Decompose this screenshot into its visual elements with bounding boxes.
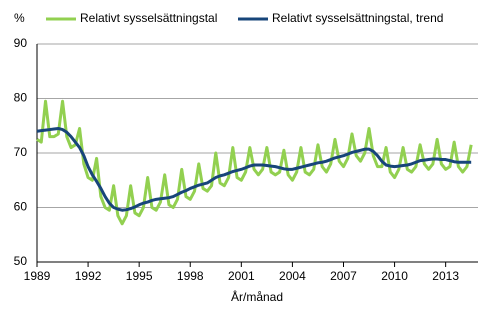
y-tick-label: 60: [14, 200, 28, 214]
x-tick-label: 2013: [432, 269, 459, 283]
x-tick-label: 2007: [330, 269, 357, 283]
x-tick-label: 1998: [177, 269, 204, 283]
x-tick-label: 1992: [75, 269, 102, 283]
x-tick-label: 2004: [279, 269, 306, 283]
y-tick-label: 90: [14, 36, 28, 50]
y-tick-label: 50: [14, 254, 28, 268]
y-tick-label: 80: [14, 91, 28, 105]
x-tick-label: 2010: [381, 269, 408, 283]
legend-label: Relativt sysselsättningstal, trend: [272, 11, 443, 25]
legend-label: Relativt sysselsättningstal: [80, 11, 217, 25]
series-line: [36, 99, 473, 226]
x-tick-label: 1995: [126, 269, 153, 283]
y-unit-label: %: [14, 11, 25, 25]
x-tick-label: 2001: [228, 269, 255, 283]
y-tick-label: 70: [14, 145, 28, 159]
series-line: [36, 126, 472, 212]
x-tick-label: 1989: [24, 269, 51, 283]
x-axis-label: År/månad: [231, 289, 283, 304]
